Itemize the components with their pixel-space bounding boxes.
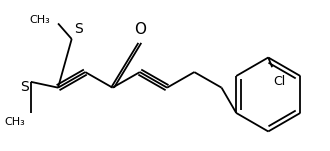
Text: S: S — [20, 80, 29, 94]
Text: CH₃: CH₃ — [29, 14, 50, 25]
Text: CH₃: CH₃ — [4, 117, 25, 127]
Text: Cl: Cl — [273, 75, 285, 88]
Text: S: S — [74, 22, 82, 36]
Text: O: O — [134, 22, 146, 37]
